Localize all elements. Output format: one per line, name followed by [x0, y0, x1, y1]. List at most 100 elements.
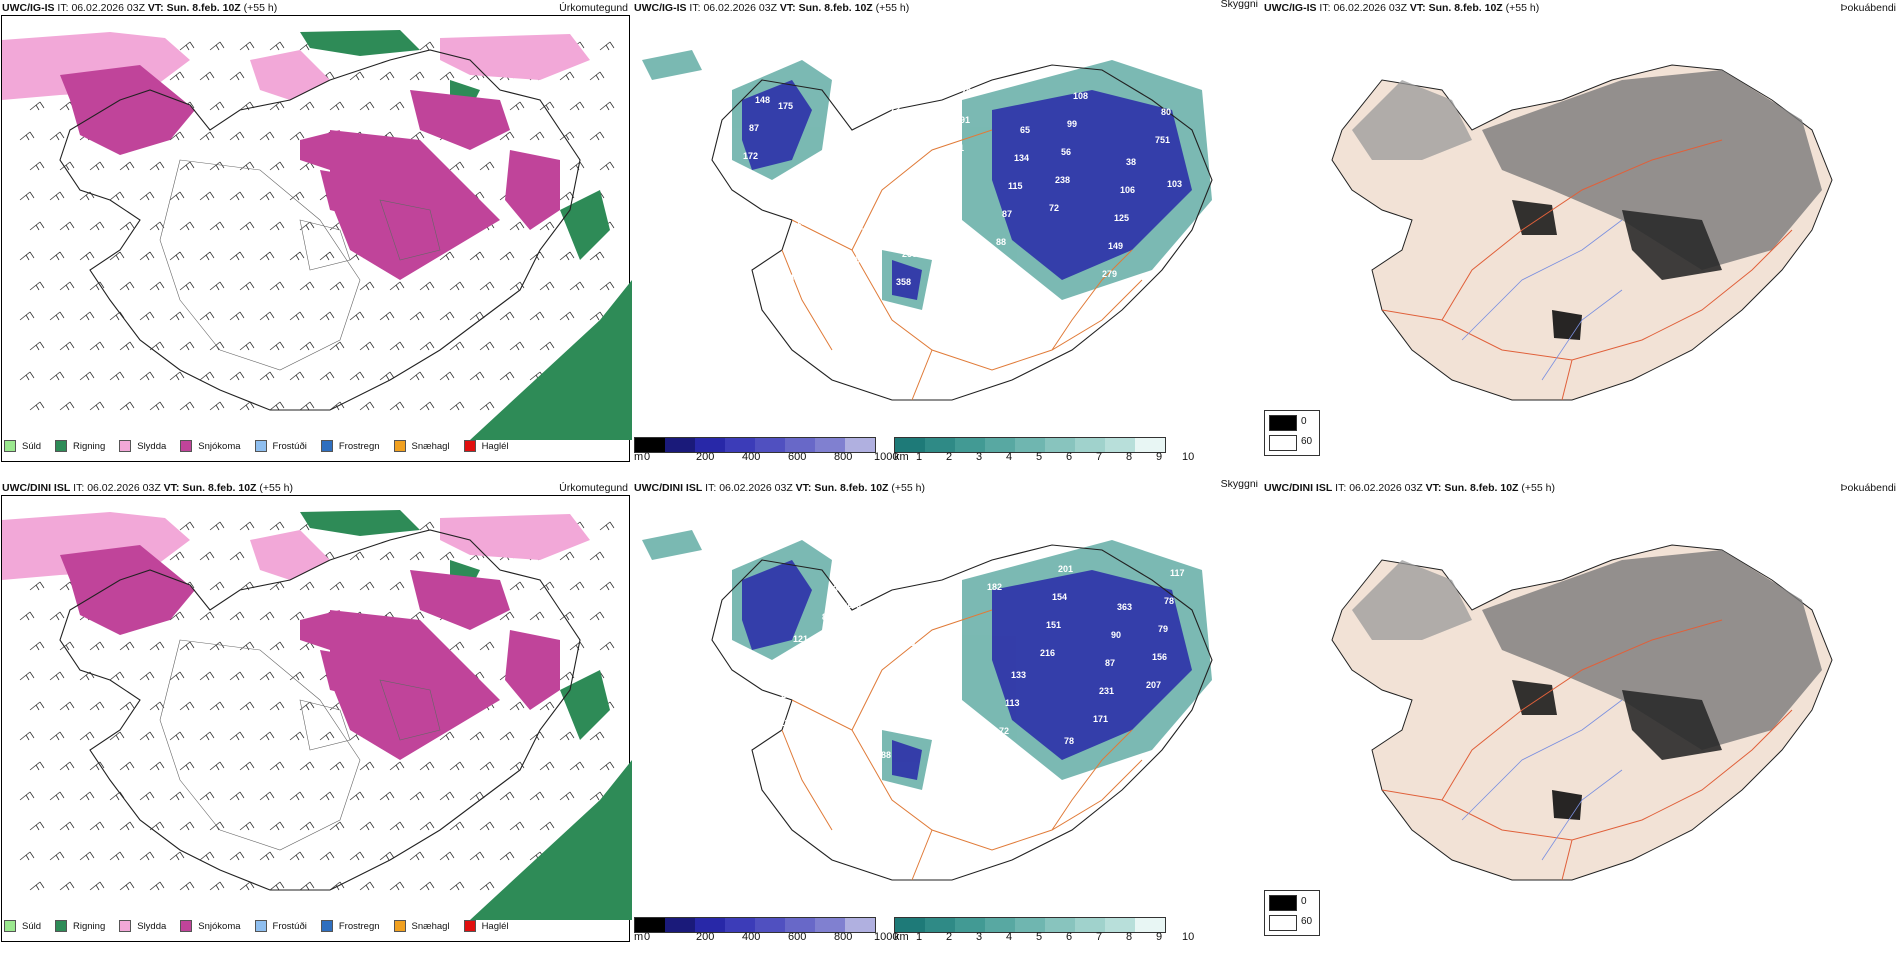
legend-swatch: [320, 920, 333, 932]
vt-value: Sun. 8.feb. 10Z: [182, 482, 257, 494]
vt-value: Sun. 8.feb. 10Z: [166, 2, 241, 14]
ceiling-value-label: 363: [1117, 602, 1132, 612]
legend-item: Frostregn: [320, 440, 380, 452]
ceiling-value-label: 80: [1161, 107, 1171, 117]
ceiling-value-label: 109: [846, 600, 861, 610]
fog-legend-high: 0: [1301, 416, 1307, 427]
precip-map: [2, 510, 632, 920]
fog-header: UWC/DINI ISL IT: 06.02.2026 03Z VT: Sun.…: [1264, 482, 1555, 494]
tick-label: 1000: [874, 931, 899, 943]
cloud-header: UWC/IG-IS IT: 06.02.2026 03Z VT: Sun. 8.…: [634, 2, 909, 14]
vt-label: VT:: [1425, 482, 1442, 494]
legend-item: Slydda: [119, 440, 166, 452]
model-name: UWC/DINI ISL: [1264, 482, 1333, 494]
tick-label: 10: [1182, 931, 1195, 943]
fog-indicator-panel: UWC/IG-IS IT: 06.02.2026 03Z VT: Sun. 8.…: [1262, 0, 1900, 465]
ceiling-value-label: 87: [749, 123, 759, 133]
ceiling-value-label: 65: [1020, 125, 1030, 135]
legend-swatch: [4, 920, 16, 932]
model-name: UWC/DINI ISL: [634, 482, 703, 494]
ceiling-value-label: 154: [1052, 592, 1067, 602]
legend-swatch: [320, 440, 333, 452]
tick-label: 4: [1006, 451, 1013, 463]
legend-swatch: [55, 440, 68, 452]
ceiling-value-label: 80: [822, 612, 832, 622]
ceiling-value-label: 59: [802, 189, 812, 199]
legend-label: Haglél: [481, 920, 509, 932]
it-value: 06.02.2026 03Z: [87, 482, 161, 494]
cloud-visibility-panel: UWC/DINI ISL IT: 06.02.2026 03Z VT: Sun.…: [632, 480, 1262, 945]
lead-time: (+55 h): [1505, 2, 1540, 14]
legend-swatch: [254, 440, 267, 452]
cloud-map: 148 41 77 32 107 65 108 38 87 59 59 80 75 134 99 106 172…: [642, 50, 1213, 401]
fog-panel-title: Þokuábendi: [1840, 2, 1896, 14]
ceiling-value-label: 106: [1120, 185, 1135, 195]
legend-swatch: [55, 920, 68, 932]
model-name: UWC/DINI ISL: [2, 482, 71, 494]
ceiling-value-label: 149: [1108, 241, 1123, 251]
coastline: [59, 529, 581, 891]
cloud-panel-title: Skyggni: [1220, 480, 1258, 490]
ceiling-value-label: 238: [1055, 175, 1070, 185]
sleet-areas: [2, 512, 590, 580]
precip-panel-title: Úrkomutegund: [559, 2, 628, 14]
tick-label: 6: [1066, 451, 1073, 463]
tick-label: 7: [1096, 451, 1103, 463]
ceiling-value-label: 73: [890, 105, 900, 115]
legend-swatch: [4, 440, 16, 452]
coastline: [711, 544, 1213, 881]
precip-map: [2, 30, 632, 440]
ceiling-value-label: 126: [787, 662, 802, 672]
tick-label: 200: [696, 931, 715, 943]
ceiling-value-label: 41: [808, 161, 818, 171]
legend-item: Snæhagl: [393, 440, 450, 452]
fog-shading: [1352, 70, 1822, 340]
ceiling-value-label: 77: [861, 227, 871, 237]
legend-swatch: [463, 440, 476, 452]
legend-item: Frostúði: [254, 920, 307, 932]
tick-label: 200: [696, 451, 715, 463]
ceiling-value-label: 88: [881, 750, 891, 760]
it-label: IT:: [57, 2, 69, 14]
precip-header: UWC/DINI ISL IT: 06.02.2026 03Z VT: Sun.…: [2, 482, 293, 494]
legend-item: Rigning: [55, 920, 105, 932]
ceiling-value-label: 38: [1126, 157, 1136, 167]
tick-label: 6: [1066, 931, 1073, 943]
fog-legend: 0 60: [1264, 890, 1320, 936]
fog-panel-title: Þokuábendi: [1840, 482, 1896, 494]
vt-value: Sun. 8.feb. 10Z: [814, 482, 889, 494]
coastline: [711, 64, 1213, 401]
legend-swatch: [463, 920, 476, 932]
ceiling-value-label: 216: [1040, 648, 1055, 658]
tick-label: 0: [644, 451, 651, 463]
legend-swatch: [180, 440, 193, 452]
ceiling-value-label: 88: [996, 237, 1006, 247]
tick-label: 2: [946, 451, 953, 463]
ceiling-value-label: 32: [914, 193, 924, 203]
ceiling-value-label: 72: [999, 726, 1009, 736]
it-label: IT:: [1335, 482, 1347, 494]
ceiling-values: 185 95 63 133 78 363 117 121 109 103 114 113 201 90 78…: [769, 564, 1185, 770]
vt-label: VT:: [779, 2, 796, 14]
it-value: 06.02.2026 03Z: [1333, 2, 1407, 14]
coastline: [59, 49, 581, 411]
rivers: [1461, 219, 1623, 381]
ceiling-value-label: 400: [940, 588, 955, 598]
legend-label: Rigning: [73, 440, 106, 452]
ceiling-value-label: 79: [1158, 624, 1168, 634]
legend-label: Snjókoma: [198, 920, 241, 932]
ceiling-value-label: 87: [1105, 658, 1115, 668]
ceiling-value-label: 63: [958, 704, 968, 714]
forecast-row: UWC/DINI ISL IT: 06.02.2026 03Z VT: Sun.…: [0, 480, 1900, 955]
cloud-visibility-panel: UWC/IG-IS IT: 06.02.2026 03Z VT: Sun. 8.…: [632, 0, 1262, 465]
fog-legend-low: 60: [1301, 916, 1313, 927]
fog-swatch-high: [1269, 415, 1297, 431]
lead-time: (+55 h): [891, 482, 925, 494]
cloud-header: UWC/DINI ISL IT: 06.02.2026 03Z VT: Sun.…: [634, 482, 925, 494]
precip-type-panel: UWC/IG-IS IT: 06.02.2026 03Z VT: Sun. 8.…: [0, 0, 632, 465]
interior-contours: [159, 159, 441, 371]
ceiling-value-label: 80: [908, 221, 918, 231]
ceiling-value-label: 182: [987, 582, 1002, 592]
tick-label: 5: [1036, 931, 1043, 943]
ceiling-value-label: 337: [887, 722, 902, 732]
